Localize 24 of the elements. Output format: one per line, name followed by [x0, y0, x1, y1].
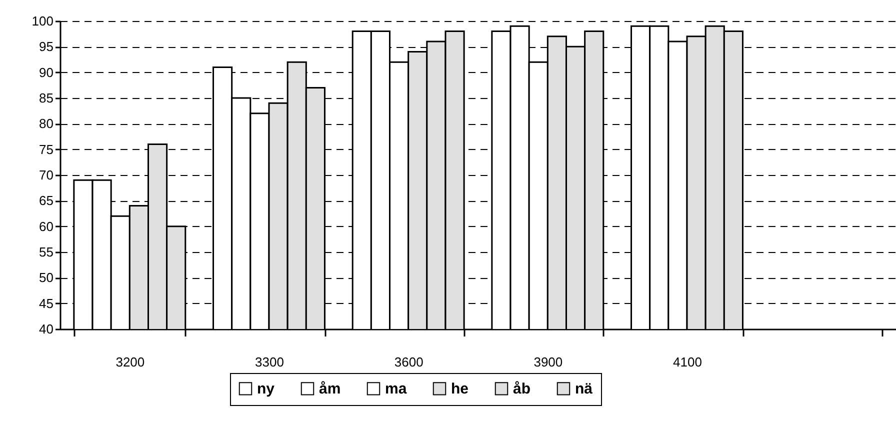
y-tick-label: 55 — [39, 244, 54, 260]
y-tick-label: 90 — [39, 64, 54, 80]
y-tick-label: 95 — [39, 39, 54, 54]
x-tick-label: 3900 — [534, 354, 563, 370]
y-tick-label: 40 — [39, 322, 54, 336]
legend-label: åm — [319, 380, 341, 398]
x-tick-label: 3600 — [394, 354, 424, 370]
x-tick-label: 4100 — [673, 354, 702, 370]
x-tick-label: 3300 — [255, 354, 284, 370]
y-tick-label: 65 — [39, 193, 54, 208]
y-tick-label: 85 — [39, 90, 54, 106]
legend-label: he — [451, 380, 469, 398]
y-tick-label: 100 — [32, 14, 54, 28]
y-tick-label: 75 — [39, 142, 54, 157]
legend-label: ny — [257, 380, 276, 398]
legend-label: nä — [575, 380, 594, 398]
y-tick-label: 60 — [39, 218, 54, 234]
y-tick-label: 45 — [39, 296, 54, 311]
x-tick-label: 3200 — [116, 354, 145, 370]
y-tick-label: 70 — [39, 168, 54, 182]
legend-label: åb — [513, 380, 531, 398]
legend-label: ma — [385, 380, 408, 398]
y-tick-label: 80 — [39, 116, 54, 132]
y-tick-label: 50 — [39, 270, 54, 286]
